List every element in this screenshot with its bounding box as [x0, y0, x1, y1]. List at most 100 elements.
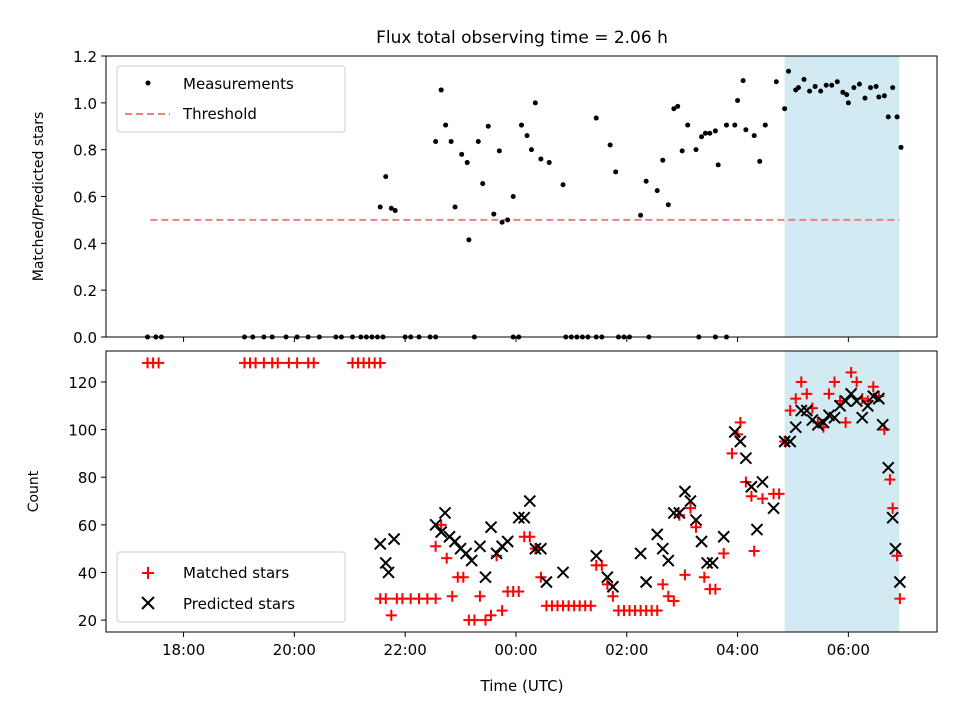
legend-threshold-label: Threshold [182, 105, 257, 123]
matched-star-point [756, 493, 768, 505]
predicted-star-point [448, 535, 462, 548]
predicted-star-point [882, 461, 895, 474]
measurement-point [519, 122, 524, 128]
top-panel: 0.0 0.2 0.4 0.6 0.8 1.0 1.2 Matched/Predicted … [31, 48, 938, 347]
matched-star-point [435, 519, 447, 531]
top-y-tick-label: 0.4 [73, 235, 97, 253]
predicted-star-point [667, 506, 681, 520]
measurement-point [723, 122, 729, 128]
measurement-point [485, 123, 491, 129]
matched-star-point [657, 578, 669, 590]
predicted-star-point [465, 554, 478, 567]
top-legend-box [116, 65, 346, 133]
x-tick-label: 06:00 [827, 641, 870, 659]
predicted-star-point [529, 542, 542, 555]
predicted-star-point [817, 416, 830, 429]
measurement-points [145, 68, 904, 340]
predicted-star-point [684, 494, 697, 508]
measurement-point [885, 114, 891, 120]
legend-measurements-label: Measurements [183, 75, 294, 93]
predicted-star-point [382, 566, 395, 579]
matched-star-point [726, 447, 738, 459]
bottom-legend: Matched stars Predicted stars [116, 551, 346, 623]
predicted-star-point [459, 547, 473, 560]
measurement-point [732, 122, 738, 128]
x-axis-label: Time (UTC) [480, 677, 564, 695]
predicted-star-point [728, 425, 741, 439]
matched-star-point [430, 593, 442, 605]
matched-star-point [709, 583, 721, 595]
measurement-point [699, 134, 705, 140]
top-y-tick-label: 0.2 [73, 282, 97, 300]
measurement-point [654, 188, 660, 194]
matched-star-point [441, 552, 453, 564]
measurement-point [475, 138, 481, 144]
predicted-star-point [795, 404, 808, 417]
predicted-star-point [839, 394, 852, 408]
legend-matched-label: Matched stars [183, 564, 289, 582]
measurement-point [377, 204, 383, 210]
measurement-point [786, 68, 792, 74]
predicted-star-point [379, 556, 392, 570]
matched-star-point [668, 595, 680, 607]
matched-star-point [524, 531, 536, 543]
matched-star-point [153, 357, 165, 369]
predicted-star-point [662, 554, 675, 567]
matched-star-point [801, 388, 813, 400]
measurement-point [499, 219, 505, 225]
matched-star-point [596, 559, 608, 571]
predicted-star-point [778, 435, 791, 448]
predicted-star-point [523, 494, 537, 508]
bottom-y-tick-label: 120 [68, 374, 97, 392]
matched-star-point [272, 357, 284, 369]
measurement-point [862, 95, 868, 101]
measurement-point [715, 162, 721, 168]
bottom-panel: 20 40 60 80 100 120 18:00 20:00 22:00 00:00 02:00 0… [26, 350, 938, 695]
top-y-tick-label: 1.2 [73, 48, 97, 66]
measurement-point [762, 122, 768, 128]
measurement-point [438, 87, 444, 93]
measurement-point [894, 114, 900, 120]
bottom-y-tick-label: 100 [68, 422, 97, 440]
matched-star-point [468, 614, 480, 626]
top-y-tick-label: 0.8 [73, 142, 97, 160]
predicted-star-point [651, 528, 664, 541]
top-y-axis-label: Matched/Predicted stars [31, 112, 47, 282]
measurement-point [388, 205, 394, 211]
top-highlight-span [784, 56, 900, 337]
legend-measurements-marker [145, 80, 151, 86]
legend-predicted-label: Predicted stars [183, 595, 295, 613]
matched-star-point [585, 600, 597, 612]
predicted-star-point [387, 532, 401, 546]
measurement-point [660, 157, 666, 163]
matched-star-point [718, 547, 730, 559]
measurement-point [898, 144, 904, 150]
matched-star-point [891, 550, 903, 562]
matched-star-point [829, 376, 841, 388]
matched-star-point [651, 605, 663, 617]
matched-star-point [446, 590, 458, 602]
predicted-star-point [783, 435, 797, 448]
measurement-point [593, 115, 599, 121]
measurement-point [671, 106, 677, 112]
measurement-point [757, 158, 763, 164]
measurement-point [560, 182, 566, 188]
measurement-point [452, 204, 458, 210]
predicted-star-point [656, 542, 669, 555]
matched-star-point [479, 614, 491, 626]
bottom-y-axis-label: Count [26, 470, 42, 512]
measurement-point [643, 178, 649, 184]
matched-star-point [385, 609, 397, 621]
top-axes-frame [105, 55, 938, 338]
measurement-point [782, 106, 788, 112]
predicted-star-point [844, 387, 858, 401]
measurement-point [433, 138, 439, 144]
matched-star-point [745, 490, 757, 502]
measurement-point [480, 181, 486, 187]
predicted-star-point [534, 542, 548, 555]
predicted-star-point [700, 556, 714, 570]
matched-star-point [430, 540, 442, 552]
predicted-star-point [429, 518, 442, 532]
bottom-y-tick-label: 80 [78, 469, 97, 487]
